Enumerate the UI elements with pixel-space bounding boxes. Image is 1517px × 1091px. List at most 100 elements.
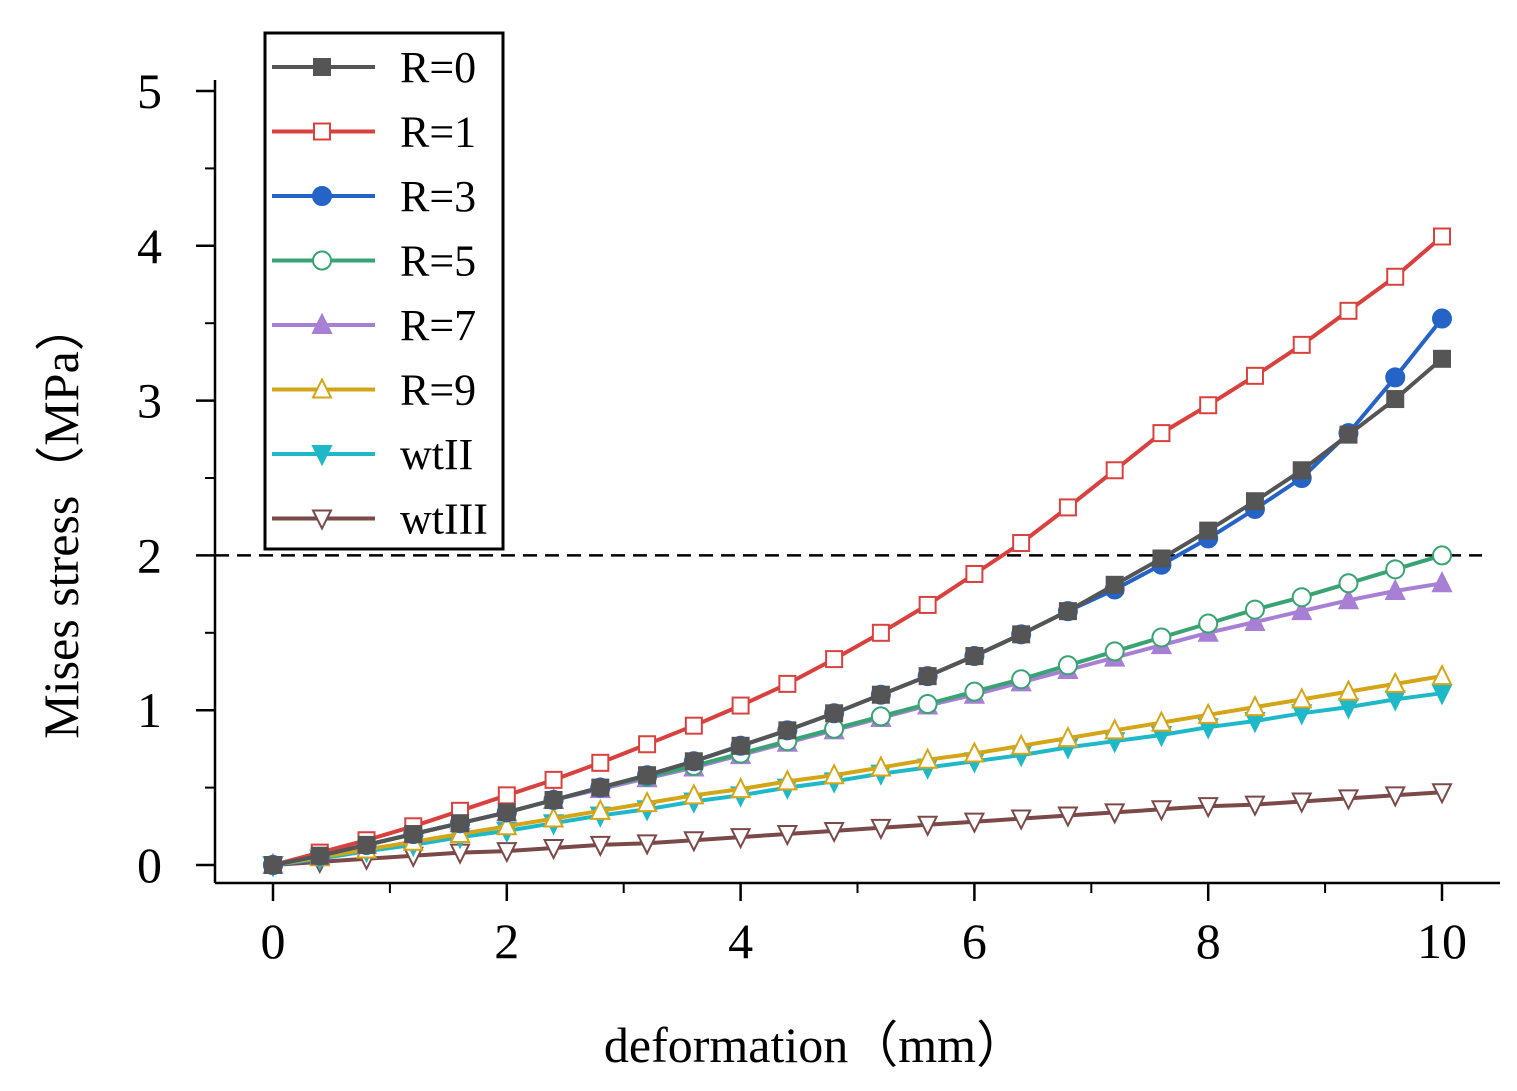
data-point bbox=[1433, 227, 1451, 246]
data-point bbox=[404, 825, 423, 844]
tick-marks bbox=[196, 89, 1444, 901]
data-point bbox=[1292, 335, 1311, 354]
data-point bbox=[1337, 789, 1360, 811]
y-axis-title: Mises stress（MPa） bbox=[33, 301, 89, 739]
data-point bbox=[684, 752, 703, 771]
data-point bbox=[1431, 571, 1453, 593]
data-point bbox=[1152, 549, 1171, 568]
legend-label: R=9 bbox=[400, 366, 476, 415]
data-point bbox=[1384, 578, 1406, 601]
x-tick-label: 8 bbox=[1196, 913, 1221, 969]
data-point bbox=[917, 694, 938, 715]
data-point bbox=[1104, 718, 1126, 740]
legend-entry: R=7 bbox=[272, 301, 476, 350]
data-point bbox=[825, 704, 844, 723]
x-tick-label: 10 bbox=[1417, 913, 1467, 969]
data-point bbox=[264, 856, 282, 874]
data-point bbox=[1244, 795, 1266, 817]
data-point bbox=[1010, 733, 1032, 755]
legend-label: R=5 bbox=[400, 237, 476, 286]
legend-swatch-marker bbox=[313, 122, 331, 141]
data-point bbox=[870, 706, 891, 727]
legend-swatch-marker bbox=[312, 186, 332, 206]
data-point bbox=[1104, 641, 1125, 662]
y-tick-label: 2 bbox=[137, 527, 162, 583]
data-point bbox=[1199, 396, 1218, 415]
data-point bbox=[591, 778, 610, 797]
data-point bbox=[1105, 461, 1124, 480]
series-line bbox=[272, 790, 1443, 867]
data-point bbox=[965, 647, 984, 666]
tick-labels: 0 2 4 6 8 10 0 1 2 3 4 5 bbox=[137, 63, 1467, 969]
data-point bbox=[1337, 588, 1360, 610]
data-point bbox=[1197, 702, 1219, 724]
data-point bbox=[871, 623, 890, 642]
data-point bbox=[1431, 663, 1453, 686]
data-point bbox=[1337, 679, 1360, 701]
data-point bbox=[729, 828, 752, 850]
data-point bbox=[1245, 492, 1264, 511]
y-tick-label: 0 bbox=[137, 837, 162, 893]
legend-entry: R=3 bbox=[272, 172, 476, 221]
data-point bbox=[871, 685, 890, 704]
data-point bbox=[1244, 609, 1266, 631]
legend-swatch-marker bbox=[311, 509, 333, 531]
data-point bbox=[1384, 671, 1406, 693]
data-point bbox=[1244, 599, 1265, 620]
data-point bbox=[1291, 792, 1313, 814]
data-point bbox=[1431, 783, 1453, 805]
legend-entry: wtII bbox=[272, 430, 473, 479]
data-point bbox=[1292, 461, 1311, 480]
data-point bbox=[1339, 301, 1358, 320]
x-tick-label: 2 bbox=[494, 913, 519, 969]
y-tick-label: 4 bbox=[137, 218, 162, 274]
data-point bbox=[589, 798, 611, 820]
x-tick-label: 4 bbox=[728, 913, 753, 969]
data-point bbox=[964, 681, 985, 702]
data-point bbox=[544, 770, 563, 789]
data-point bbox=[496, 814, 518, 836]
data-point bbox=[823, 762, 845, 785]
data-point bbox=[870, 818, 892, 841]
y-tick-label: 3 bbox=[137, 373, 162, 429]
data-point bbox=[917, 815, 939, 837]
data-point bbox=[1011, 669, 1032, 690]
data-point bbox=[1386, 267, 1405, 286]
data-point bbox=[542, 806, 565, 828]
series-r-0 bbox=[264, 349, 1451, 874]
data-point bbox=[638, 735, 657, 754]
data-point bbox=[1058, 602, 1077, 621]
data-point bbox=[497, 786, 516, 805]
legend-entry: R=0 bbox=[272, 43, 476, 92]
data-point bbox=[1197, 797, 1219, 819]
data-point bbox=[778, 674, 797, 693]
legend-swatch-marker bbox=[313, 58, 331, 76]
data-point bbox=[963, 741, 986, 763]
series-wtiii bbox=[262, 783, 1453, 878]
data-point bbox=[589, 835, 611, 858]
data-point bbox=[776, 825, 798, 847]
y-tick-label: 5 bbox=[137, 63, 162, 119]
series-line bbox=[272, 691, 1443, 867]
legend: R=0 R=1 R=3 R=5 R=7 R=9 wtII wtIII bbox=[263, 31, 505, 551]
series-wtii bbox=[262, 684, 1453, 878]
data-point bbox=[1058, 498, 1077, 517]
data-point bbox=[729, 776, 752, 799]
data-point bbox=[451, 814, 470, 833]
data-point bbox=[1152, 424, 1171, 443]
series-line bbox=[272, 553, 1443, 867]
data-point bbox=[1198, 613, 1219, 634]
legend-swatch-marker bbox=[312, 250, 332, 271]
data-point bbox=[1244, 694, 1266, 717]
data-point bbox=[310, 846, 329, 865]
legend-entry: wtIII bbox=[272, 495, 488, 544]
legend-entry: R=9 bbox=[272, 366, 476, 415]
data-point bbox=[542, 838, 565, 861]
series-line bbox=[272, 674, 1443, 867]
x-axis-title: deformation（mm） bbox=[604, 1017, 1026, 1073]
data-point bbox=[731, 736, 750, 755]
legend-swatch-marker bbox=[311, 377, 333, 399]
data-point bbox=[1432, 308, 1452, 329]
data-point bbox=[1432, 545, 1452, 566]
